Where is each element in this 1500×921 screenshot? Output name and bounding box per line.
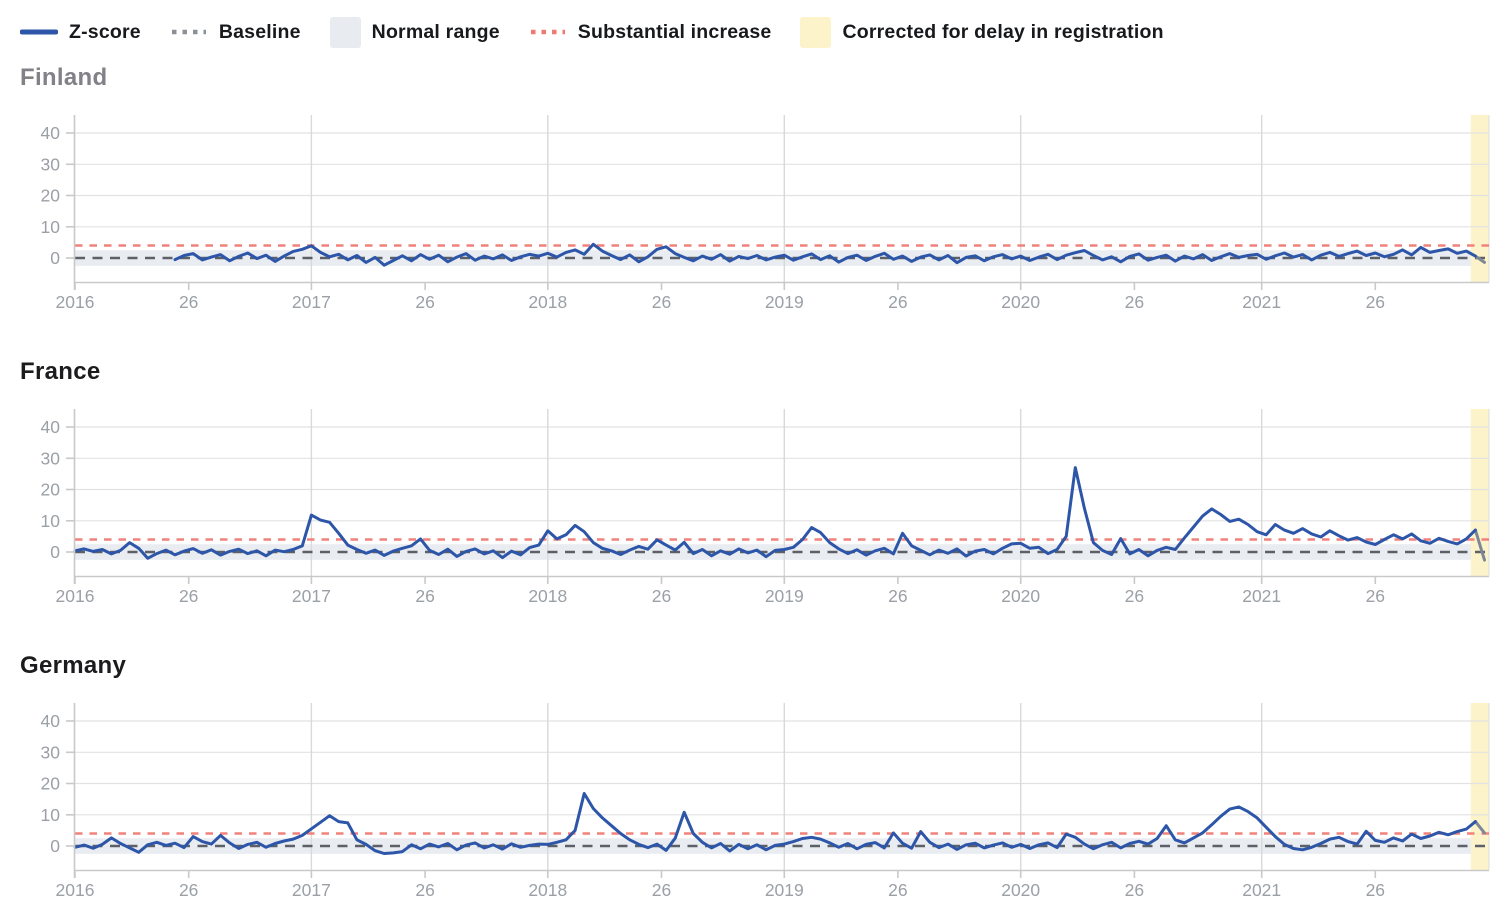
x-tick-label-2020: 2020	[1001, 586, 1040, 606]
y-tick-label-10: 10	[41, 511, 61, 531]
chart-legend: Z-score Baseline Normal range Substantial i…	[20, 14, 1500, 50]
x-tick-label-26: 26	[1125, 292, 1144, 312]
x-tick-label-26: 26	[1366, 880, 1385, 900]
x-tick-label-26: 26	[179, 292, 198, 312]
corrected-delay-box-swatch	[800, 16, 832, 48]
corrected-delay-band	[1470, 703, 1489, 870]
y-tick-label-0: 0	[50, 836, 60, 856]
x-tick-label-2017: 2017	[292, 586, 331, 606]
substantial-increase-dotted-swatch	[530, 29, 565, 35]
x-tick-label-2016: 2016	[56, 292, 95, 312]
z-score-line-swatch	[20, 29, 58, 35]
x-tick-label-26: 26	[415, 880, 434, 900]
chart-section-germany: Germany 0 10 20 30 40 2016 26 2017 26 2018 26 2019 26…	[0, 652, 1500, 903]
legend-label: Z-score	[69, 20, 141, 43]
y-tick-label-0: 0	[50, 542, 60, 562]
y-tick-label-10: 10	[41, 217, 61, 237]
legend-item-z-score: Z-score	[20, 21, 141, 44]
x-tick-label-2019: 2019	[765, 292, 804, 312]
chart-france[interactable]: 0 10 20 30 40 2016 26 2017 26 2018 26 2019 26 2020 26 2…	[0, 394, 1500, 609]
x-tick-label-2017: 2017	[292, 292, 331, 312]
y-tick-label-30: 30	[41, 154, 61, 174]
x-tick-label-26: 26	[1125, 586, 1144, 606]
x-tick-label-26: 26	[179, 880, 198, 900]
y-tick-label-30: 30	[41, 742, 61, 762]
chart-section-finland: Finland 0 10 20 30 40 2016 26 2017 26 2018 26 2019 26…	[0, 64, 1500, 315]
legend-item-corrected-for-delay-in-registration: Corrected for delay in registration	[800, 16, 1164, 48]
legend-item-substantial-increase: Substantial increase	[529, 21, 772, 44]
excess-mortality-zscore-page: { "legend": { "items": [ {"label": "Z-sc…	[0, 14, 1500, 921]
y-tick-label-0: 0	[50, 248, 60, 268]
chart-title-germany: Germany	[20, 652, 127, 679]
chart-section-france: France 0 10 20 30 40 2016 26 2017 26 2018 26 2019 26 2…	[0, 358, 1500, 609]
x-tick-label-26: 26	[888, 586, 907, 606]
x-tick-label-26: 26	[415, 292, 434, 312]
x-tick-label-26: 26	[1366, 292, 1385, 312]
legend-label: Baseline	[218, 20, 301, 43]
legend-item-normal-range: Normal range	[329, 16, 500, 48]
baseline-dotted-swatch	[171, 29, 206, 35]
x-tick-label-26: 26	[652, 586, 671, 606]
legend-item-baseline: Baseline	[170, 21, 301, 44]
y-tick-label-40: 40	[41, 123, 61, 143]
legend-label: Normal range	[371, 20, 500, 43]
chart-title-finland: Finland	[20, 64, 108, 91]
x-tick-label-2020: 2020	[1001, 880, 1040, 900]
x-tick-label-2019: 2019	[765, 880, 804, 900]
x-tick-label-26: 26	[1366, 586, 1385, 606]
x-tick-label-26: 26	[652, 880, 671, 900]
z-score-line-delayed	[1473, 528, 1486, 562]
y-tick-label-20: 20	[41, 774, 61, 794]
x-tick-label-26: 26	[652, 292, 671, 312]
y-tick-label-10: 10	[41, 805, 61, 825]
charts-container: Finland 0 10 20 30 40 2016 26 2017 26 2018 26 2019 26…	[0, 64, 1500, 903]
x-tick-label-2020: 2020	[1001, 292, 1040, 312]
x-tick-label-2018: 2018	[528, 292, 567, 312]
z-score-line	[73, 792, 1477, 855]
x-tick-label-2016: 2016	[56, 880, 95, 900]
z-score-line	[173, 242, 1477, 267]
chart-finland[interactable]: 0 10 20 30 40 2016 26 2017 26 2018 26 2019 26 2020 26 2…	[0, 100, 1500, 315]
chart-germany[interactable]: 0 10 20 30 40 2016 26 2017 26 2018 26 2019 26 2020 26 2…	[0, 688, 1500, 903]
x-tick-label-2018: 2018	[528, 586, 567, 606]
z-score-line-delayed	[1473, 254, 1486, 264]
z-score-line-delayed	[1473, 820, 1486, 835]
x-tick-label-26: 26	[415, 586, 434, 606]
y-tick-label-40: 40	[41, 417, 61, 437]
x-tick-label-26: 26	[888, 880, 907, 900]
y-tick-label-20: 20	[41, 186, 61, 206]
y-tick-label-30: 30	[41, 448, 61, 468]
normal-range-box-swatch	[329, 16, 361, 48]
corrected-delay-band	[1470, 115, 1489, 282]
y-tick-label-40: 40	[41, 711, 61, 731]
x-tick-label-2021: 2021	[1242, 292, 1281, 312]
chart-title-france: France	[20, 358, 101, 385]
x-tick-label-2017: 2017	[292, 880, 331, 900]
x-tick-label-26: 26	[888, 292, 907, 312]
z-score-line	[73, 466, 1477, 560]
x-tick-label-2018: 2018	[528, 880, 567, 900]
x-tick-label-2021: 2021	[1242, 586, 1281, 606]
x-tick-label-26: 26	[1125, 880, 1144, 900]
legend-label: Substantial increase	[577, 20, 772, 43]
legend-label: Corrected for delay in registration	[842, 20, 1164, 43]
x-tick-label-2021: 2021	[1242, 880, 1281, 900]
x-tick-label-2016: 2016	[56, 586, 95, 606]
x-tick-label-2019: 2019	[765, 586, 804, 606]
x-tick-label-26: 26	[179, 586, 198, 606]
y-tick-label-20: 20	[41, 480, 61, 500]
